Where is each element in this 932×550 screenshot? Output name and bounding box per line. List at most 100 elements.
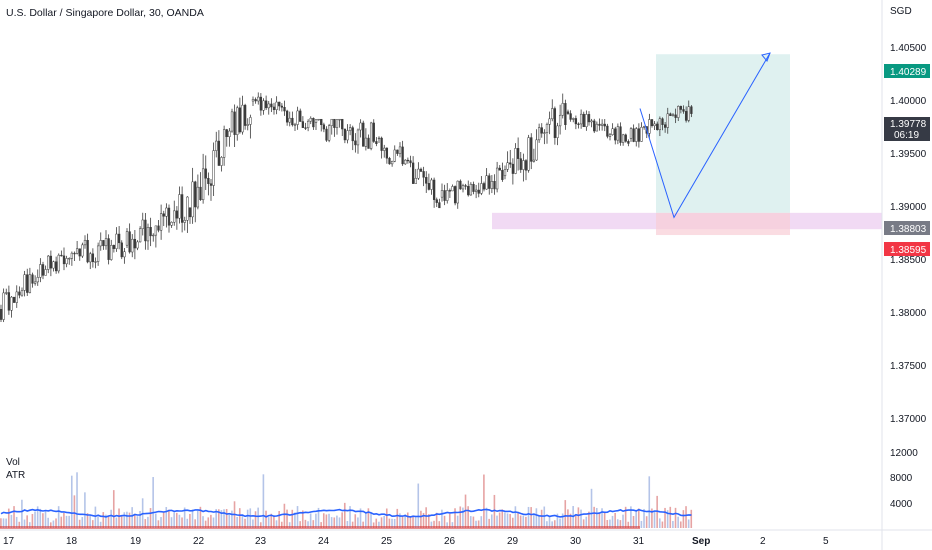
volume-bar: [175, 512, 178, 528]
candle-body: [141, 219, 144, 230]
candle-body: [356, 129, 360, 146]
candle-body: [70, 252, 74, 259]
price-tick: 1.38000: [890, 308, 927, 319]
volume-bar: [425, 507, 427, 528]
projection-path[interactable]: [639, 52, 771, 219]
volume-bar: [664, 507, 666, 528]
volume-bar: [94, 506, 97, 528]
volume-bar: [469, 516, 472, 528]
volume-bar: [380, 517, 383, 528]
candle-body: [545, 124, 549, 133]
volume-bar: [446, 522, 448, 528]
volume-bar: [551, 521, 553, 528]
volume-bar: [614, 512, 616, 528]
candle-body: [406, 159, 410, 162]
candle-body: [217, 140, 221, 166]
candle-body: [335, 119, 339, 128]
candle-body: [341, 118, 344, 130]
volume-bar: [548, 515, 551, 528]
time-axis[interactable]: 17 18 19 22 23 24 25 26 29 30 31 Sep 2 5: [3, 536, 829, 547]
candle-body: [396, 149, 399, 154]
volume-tick: 12000: [890, 448, 918, 459]
volume-bar: [220, 510, 223, 528]
volume-bar: [196, 510, 199, 528]
atr-indicator-label[interactable]: ATR: [6, 470, 25, 481]
candle-body: [587, 114, 591, 123]
volume-bar: [228, 514, 231, 528]
volume-bar: [128, 512, 131, 528]
volume-indicator-label[interactable]: Vol: [6, 457, 20, 468]
volume-bar: [333, 517, 336, 528]
candle-body: [215, 140, 218, 151]
candle-body: [409, 160, 412, 164]
atr-line: [0, 508, 692, 518]
volume-bar: [359, 508, 362, 528]
time-tick: 26: [444, 536, 456, 547]
volume-bar: [194, 519, 196, 528]
price-tick: 1.38500: [890, 255, 927, 266]
volume-bar: [52, 520, 55, 528]
volume-bar: [325, 514, 328, 528]
candle-body: [314, 119, 318, 123]
volume-bar: [651, 508, 653, 528]
volume-bar: [364, 512, 367, 528]
candle-body: [419, 168, 423, 172]
candle-body: [283, 107, 286, 112]
volume-bar: [265, 510, 267, 528]
volume-bar: [309, 513, 312, 528]
candle-body: [503, 169, 507, 177]
volume-bar: [99, 521, 102, 528]
candle-body: [456, 180, 459, 204]
candle-body: [230, 111, 234, 132]
volume-bar: [454, 508, 456, 528]
volume-bar: [669, 506, 672, 528]
volume-bar: [622, 514, 624, 528]
volume-bar: [496, 515, 498, 528]
candle-body: [530, 137, 533, 162]
candle-body: [112, 245, 116, 249]
candle-body: [299, 110, 302, 122]
candle-body: [593, 120, 596, 132]
candle-body: [629, 128, 633, 139]
candle-body: [519, 158, 522, 170]
volume-bar: [414, 515, 417, 528]
volume-bar: [322, 513, 325, 528]
volume-bar: [378, 521, 380, 528]
price-tick: 1.37500: [890, 361, 927, 372]
candle-body: [440, 190, 444, 198]
candle-body: [650, 119, 654, 127]
candle-body: [188, 207, 192, 218]
candle-body: [438, 202, 441, 209]
volume-bar: [661, 521, 664, 528]
candle-body: [666, 113, 669, 128]
stop-zone[interactable]: [656, 212, 790, 236]
candle-body: [12, 296, 16, 303]
candle-body: [204, 168, 207, 179]
candle-body: [608, 134, 612, 137]
candle-body: [635, 128, 638, 142]
volume-bar: [672, 520, 674, 528]
candle-body: [309, 117, 312, 122]
volume-bar: [388, 518, 391, 528]
volume-bar: [291, 509, 294, 528]
candle-body: [154, 225, 158, 236]
candle-body: [44, 269, 47, 276]
volume-bar: [593, 506, 595, 528]
candle-body: [301, 121, 305, 128]
candle-body: [194, 181, 197, 208]
volume-bar: [55, 518, 57, 528]
volume-bar: [522, 515, 525, 528]
volume-bar: [406, 512, 409, 528]
volume-bar: [441, 509, 443, 528]
candle-body: [52, 261, 55, 269]
volume-bar: [330, 517, 333, 528]
candle-body: [196, 186, 200, 208]
candle-body: [422, 171, 425, 178]
candle-body: [354, 140, 357, 146]
price-axis[interactable]: 1.40500 1.40000 1.39500 1.39000 1.38500 …: [890, 43, 927, 425]
time-tick: 30: [570, 536, 582, 547]
candle-body: [600, 123, 604, 126]
volume-bar: [504, 512, 506, 528]
candle-body: [461, 185, 465, 190]
volume-bar: [456, 515, 459, 528]
